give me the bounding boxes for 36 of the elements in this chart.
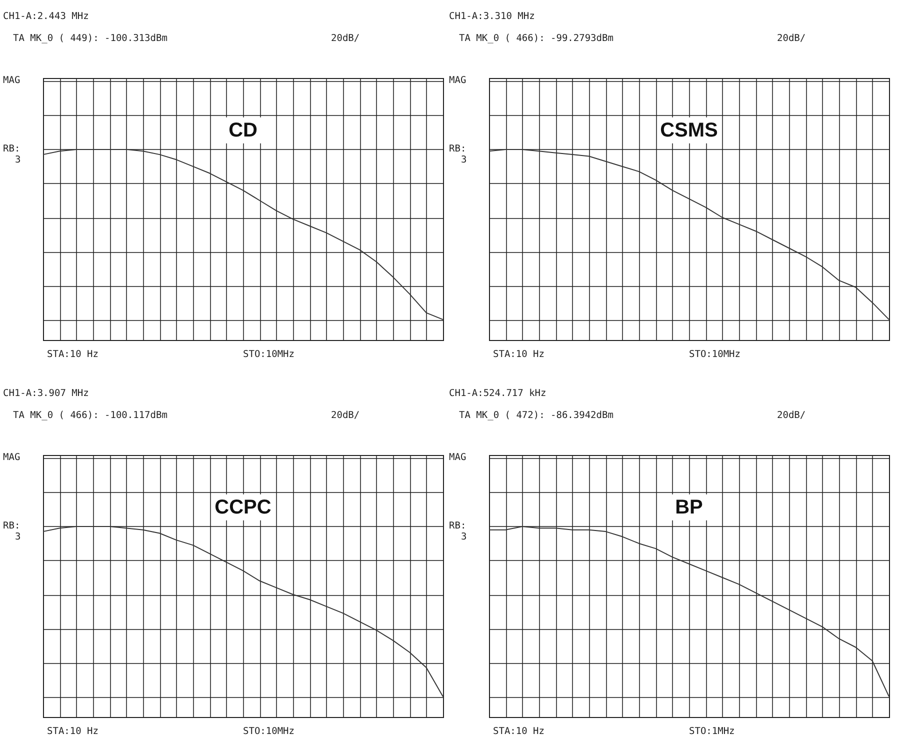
text: MAG bbox=[3, 75, 20, 86]
text: STA:10 Hz bbox=[47, 726, 98, 737]
text: 20dB/ bbox=[331, 33, 360, 44]
text: STA:10 Hz bbox=[493, 349, 544, 360]
chart-title: CD bbox=[228, 119, 258, 142]
text: 3 bbox=[15, 154, 21, 166]
text: STO:1MHz bbox=[689, 726, 735, 737]
text: RB: bbox=[3, 520, 20, 532]
text: TA MK_0 ( 449): -100.313dBm bbox=[13, 33, 168, 44]
text: 20dB/ bbox=[331, 410, 360, 421]
text: MAG bbox=[449, 75, 466, 86]
text: TA MK_0 ( 472): -86.3942dBm bbox=[459, 410, 614, 421]
text: TA MK_0 ( 466): -100.117dBm bbox=[13, 410, 168, 421]
text: STA:10 Hz bbox=[47, 349, 98, 360]
text: RB: bbox=[449, 520, 466, 532]
text: CH1-A:3.907 MHz bbox=[3, 388, 89, 399]
text: CH1-A:524.717 kHz bbox=[449, 388, 546, 399]
chart-title: CSMS bbox=[660, 119, 718, 142]
text: 3 bbox=[461, 154, 467, 166]
text: CH1-A:2.443 MHz bbox=[3, 11, 89, 22]
text: 3 bbox=[461, 532, 467, 543]
text: MAG bbox=[3, 452, 20, 463]
text: STO:10MHz bbox=[243, 349, 294, 360]
chart-title: CCPC bbox=[214, 496, 272, 518]
text: RB: bbox=[449, 144, 466, 155]
text: STA:10 Hz bbox=[493, 726, 544, 737]
text: 3 bbox=[15, 532, 21, 543]
text: 20dB/ bbox=[777, 33, 806, 44]
chart-title: BP bbox=[675, 496, 703, 518]
text: TA MK_0 ( 466): -99.2793dBm bbox=[459, 33, 614, 44]
text: 20dB/ bbox=[777, 410, 806, 421]
text: RB: bbox=[3, 144, 20, 155]
text: CH1-A:3.310 MHz bbox=[449, 11, 535, 22]
text: MAG bbox=[449, 452, 466, 463]
text: STO:10MHz bbox=[689, 349, 740, 360]
text: STO:10MHz bbox=[243, 726, 294, 737]
